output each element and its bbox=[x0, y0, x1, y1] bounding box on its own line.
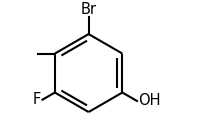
Text: F: F bbox=[33, 92, 41, 107]
Text: Br: Br bbox=[81, 2, 97, 17]
Text: OH: OH bbox=[138, 93, 161, 108]
